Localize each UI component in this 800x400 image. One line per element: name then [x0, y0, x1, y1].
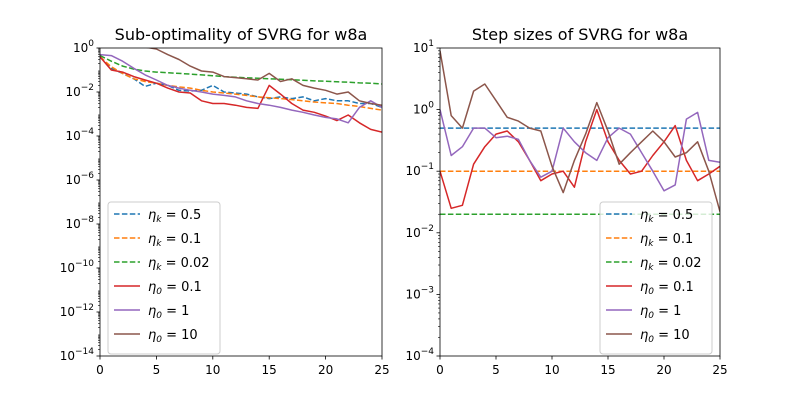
suboptimality-chart: Sub-optimality of SVRG for w8a 0 5 10 15 20 25… — [60, 25, 390, 377]
legend-label: η0 = 10 — [148, 328, 198, 345]
y-tick-label: 10−12 — [60, 303, 94, 319]
x-tick-label: 25 — [712, 363, 727, 377]
y-tick-label: 10−3 — [405, 285, 434, 301]
legend-label: ηk = 0.1 — [148, 232, 201, 249]
series-line-3 — [100, 56, 382, 133]
chart-title: Sub-optimality of SVRG for w8a — [115, 25, 368, 44]
x-tick-label: 5 — [492, 363, 500, 377]
series-line-1 — [100, 56, 382, 111]
y-tick-label: 10−8 — [65, 215, 94, 231]
legend-label: ηk = 0.5 — [148, 208, 201, 225]
x-tick-label: 10 — [544, 363, 559, 377]
x-tick-label: 20 — [318, 363, 333, 377]
y-tick-label: 100 — [73, 39, 94, 55]
legend-box — [599, 201, 713, 355]
y-tick-label: 10−10 — [60, 259, 95, 275]
legend-label: η0 = 0.1 — [148, 280, 202, 297]
x-tick-label: 10 — [205, 363, 220, 377]
legend: ηk = 0.5 ηk = 0.1 ηk = 0.02 η0 = 0.1 η0 = 1 η… — [599, 201, 713, 355]
legend-label: ηk = 0.5 — [640, 208, 693, 225]
x-tick-label: 0 — [96, 363, 104, 377]
legend-label: ηk = 0.02 — [640, 256, 702, 273]
legend-label: η0 = 1 — [148, 304, 189, 321]
y-tick-label: 10−4 — [65, 127, 94, 143]
chart-title: Step sizes of SVRG for w8a — [472, 25, 688, 44]
plot-frame — [439, 47, 721, 357]
plot-frame — [99, 47, 383, 357]
series-line-3 — [440, 108, 720, 210]
x-tick-label: 0 — [436, 363, 444, 377]
y-tick-label: 10−2 — [405, 224, 434, 240]
x-tick-label: 20 — [656, 363, 671, 377]
series-group — [100, 48, 382, 133]
y-tick-label: 100 — [413, 101, 434, 117]
legend-label: ηk = 0.1 — [640, 232, 693, 249]
legend-label: η0 = 1 — [640, 304, 681, 321]
series-line-0 — [100, 56, 382, 109]
legend-label: ηk = 0.02 — [148, 256, 210, 273]
x-tick-label: 15 — [600, 363, 615, 377]
step-sizes-chart: Step sizes of SVRG for w8a 0 5 10 15 20 25 10−4… — [405, 25, 727, 377]
legend: ηk = 0.5 ηk = 0.1 ηk = 0.02 η0 = 0.1 η0 = 1 η… — [107, 201, 221, 355]
series-line-5 — [145, 48, 382, 106]
y-tick-label: 10−6 — [65, 171, 94, 187]
y-tick-label: 10−4 — [405, 347, 434, 363]
y-tick-label: 10−1 — [405, 162, 434, 178]
x-tick-label: 15 — [262, 363, 277, 377]
series-line-4 — [100, 53, 382, 124]
x-tick-label: 5 — [153, 363, 161, 377]
y-tick-label: 10−2 — [65, 83, 94, 99]
y-tick-label: 101 — [413, 39, 434, 55]
x-tick-label: 25 — [374, 363, 389, 377]
legend-label: η0 = 10 — [640, 328, 690, 345]
y-tick-label: 10−14 — [60, 347, 95, 363]
series-line-5 — [440, 50, 720, 212]
series-group — [440, 50, 720, 216]
legend-box — [107, 201, 221, 355]
legend-label: η0 = 0.1 — [640, 280, 694, 297]
